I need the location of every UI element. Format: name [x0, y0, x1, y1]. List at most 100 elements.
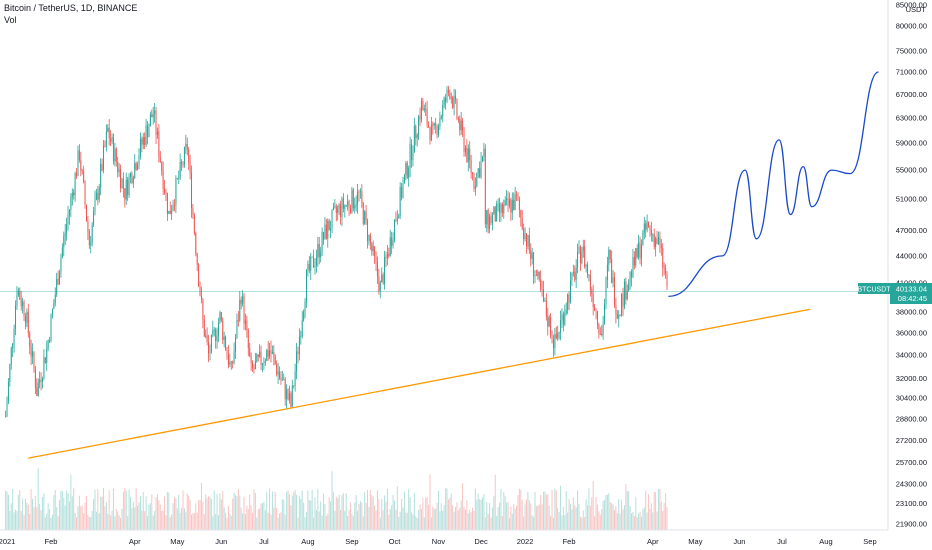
volume-bar [68, 501, 70, 530]
volume-bar [195, 503, 197, 530]
volume-bar [342, 493, 344, 530]
candle-body [338, 204, 340, 208]
volume-bar [213, 490, 215, 530]
volume-bar [411, 512, 413, 530]
volume-bar [288, 494, 290, 530]
candle-body [41, 378, 43, 382]
volume-bar [500, 488, 502, 530]
volume-bar [364, 491, 366, 530]
candle-body [364, 211, 366, 224]
support-trendline[interactable] [28, 308, 811, 459]
volume-bar [270, 514, 272, 530]
candle-body [101, 164, 103, 171]
candle-body [200, 295, 202, 300]
candle-body [537, 271, 539, 276]
volume-bar [480, 499, 482, 530]
candle-body [605, 280, 607, 304]
candle-body [455, 95, 457, 100]
candle-body [416, 135, 418, 138]
volume-bar [53, 495, 55, 530]
candle-body [294, 371, 296, 387]
price-tick-label: 28800.00 [896, 414, 927, 423]
candle-body [206, 335, 208, 342]
candle-body [533, 252, 535, 277]
volume-bar [552, 517, 554, 530]
candle-body [547, 316, 549, 327]
volume-bar [71, 496, 73, 530]
candle-body [158, 131, 160, 157]
candle-body [223, 336, 225, 340]
candle-body [74, 173, 76, 196]
volume-bar [348, 509, 350, 530]
volume-bar [121, 508, 123, 530]
candle-body [276, 363, 278, 375]
candle-body [23, 301, 25, 317]
volume-bar [260, 503, 262, 530]
volume-bar [446, 488, 448, 530]
candle-body [413, 125, 415, 153]
volume-bar [496, 516, 498, 530]
time-tick-label: May [170, 537, 184, 546]
candle-body [587, 264, 589, 275]
volume-bar [219, 493, 221, 530]
candle-body [555, 334, 557, 339]
volume-bar [513, 504, 515, 530]
projection-path[interactable] [668, 71, 879, 298]
volume-bar [594, 516, 596, 530]
volume-bar [635, 496, 637, 530]
volume-bar [200, 482, 202, 530]
candle-body [286, 388, 288, 400]
volume-bar [315, 510, 317, 530]
candle-body [361, 191, 363, 204]
volume-bar [632, 511, 634, 530]
candle-body [138, 156, 140, 165]
candle-body [233, 351, 235, 363]
candle-body [412, 152, 414, 160]
candle-body [449, 92, 451, 99]
volume-bar [469, 509, 471, 530]
volume-bar [510, 506, 512, 530]
candle-body [121, 178, 123, 189]
candle-body [432, 124, 434, 126]
candle-body [589, 274, 591, 290]
candle-body [29, 333, 31, 348]
volume-bar [138, 502, 140, 530]
candle-body [36, 387, 38, 396]
candle-body [375, 256, 377, 263]
price-tick-label: 59000.00 [896, 139, 927, 148]
candle-body [506, 198, 508, 201]
candle-body [27, 311, 29, 334]
candle-body [450, 97, 452, 99]
volume-bar [648, 494, 650, 530]
candles [5, 85, 668, 418]
candle-body [340, 204, 342, 218]
volume-bar [297, 517, 299, 530]
volume-bar [615, 506, 617, 530]
volume-bar [384, 495, 386, 530]
candle-body [494, 206, 496, 222]
candle-body [344, 205, 346, 209]
candle-body [392, 240, 394, 246]
volume-bar [193, 513, 195, 530]
candle-body [552, 339, 554, 349]
volume-bar [191, 514, 193, 530]
time-tick-label: Sep [863, 537, 876, 546]
candle-body [406, 162, 408, 178]
candle-body [389, 237, 391, 256]
candle-body [396, 218, 398, 221]
candle-body [497, 203, 499, 204]
candle-body [50, 314, 52, 341]
candle-body [359, 191, 361, 193]
candle-body [354, 205, 356, 209]
candle-body [179, 161, 181, 178]
volume-bar [557, 507, 559, 530]
volume-bar [524, 504, 526, 530]
volume-bar [528, 500, 530, 530]
candle-body [175, 178, 177, 205]
ticker-badge-bg [858, 283, 890, 294]
candle-body [518, 199, 520, 211]
volume-bar [94, 489, 96, 530]
candle-body [139, 138, 141, 157]
candle-body [188, 150, 190, 163]
